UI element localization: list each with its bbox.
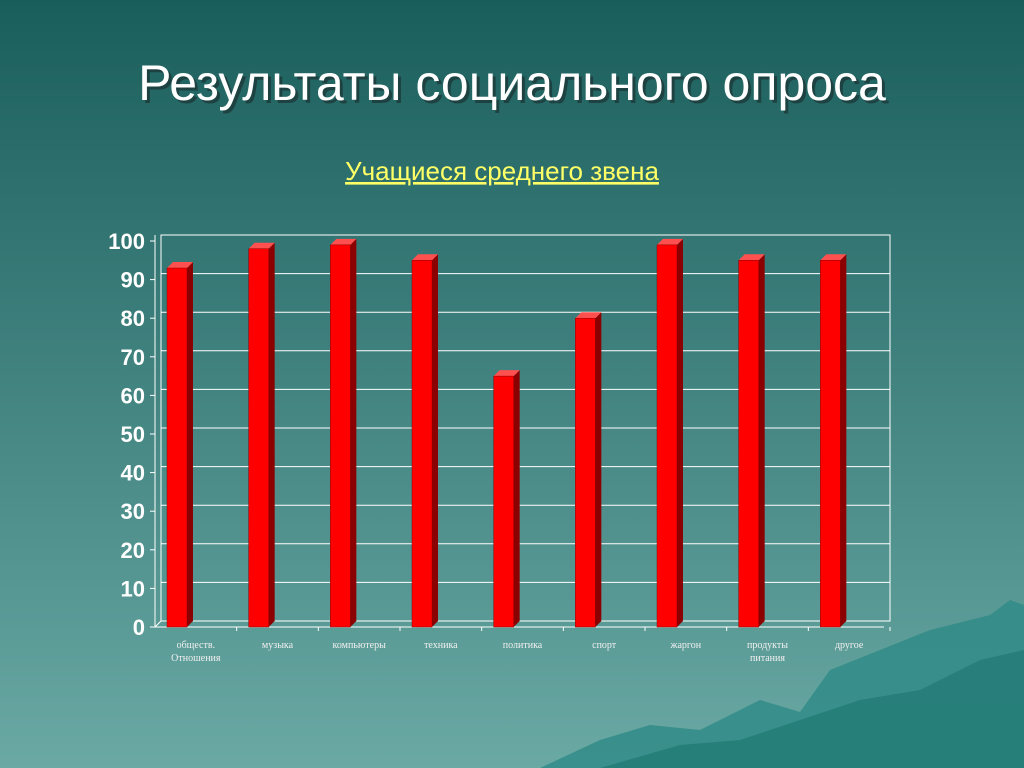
bar [575,317,596,628]
y-tick-label: 20 [121,538,145,563]
chart-title: Результаты социального опроса [138,55,886,111]
bar-top [330,238,357,245]
y-tick-label: 50 [121,422,145,447]
bar-top [575,312,602,319]
y-tick-label: 0 [133,615,145,640]
y-tick-label: 70 [121,345,145,370]
bar [493,375,514,628]
bar-side [268,242,275,627]
bar-side [432,254,438,628]
y-tick-label: 60 [121,383,145,408]
x-tick-label: музыка [261,640,294,651]
mountains [600,650,1024,768]
y-tick-label: 10 [121,576,145,601]
y-tick-label: 90 [121,268,145,293]
bar [248,248,269,628]
bar-top [657,238,683,245]
bar-top [820,254,847,261]
chart-subtitle: Учащиеся среднего звена [345,156,659,186]
bar-side [513,370,520,627]
y-tick-label: 40 [121,461,145,486]
bar [166,267,188,628]
bar [738,260,759,628]
x-tick-label: спорт [592,640,617,651]
x-tick-label: обществ. Отношения [171,640,221,664]
bar-top [493,370,520,377]
y-tick-label: 30 [121,499,145,524]
x-tick-label: продукты питания [747,640,788,664]
x-tick-label: жаргон [670,640,702,651]
bar-side [187,262,193,627]
bar-top [412,254,438,261]
bar-top [738,254,765,261]
x-tick-label: компьютеры [332,640,386,651]
bar-top [167,262,193,269]
bar-side [595,312,602,627]
bar-side [677,238,683,628]
bar-top [248,242,275,249]
x-tick-label: другое [834,640,864,651]
y-tick-label: 100 [108,229,145,254]
title-shadow: Результаты социального опроса [141,58,889,114]
bar [656,244,678,628]
x-tick-label: политика [502,640,543,651]
y-tick-label: 80 [121,306,145,331]
bar [330,244,351,628]
bar [820,260,841,628]
bar [411,260,433,628]
bar-side [758,254,765,628]
bar-side [350,238,357,628]
bar-side [840,254,847,628]
x-tick-label: техника [424,640,458,651]
